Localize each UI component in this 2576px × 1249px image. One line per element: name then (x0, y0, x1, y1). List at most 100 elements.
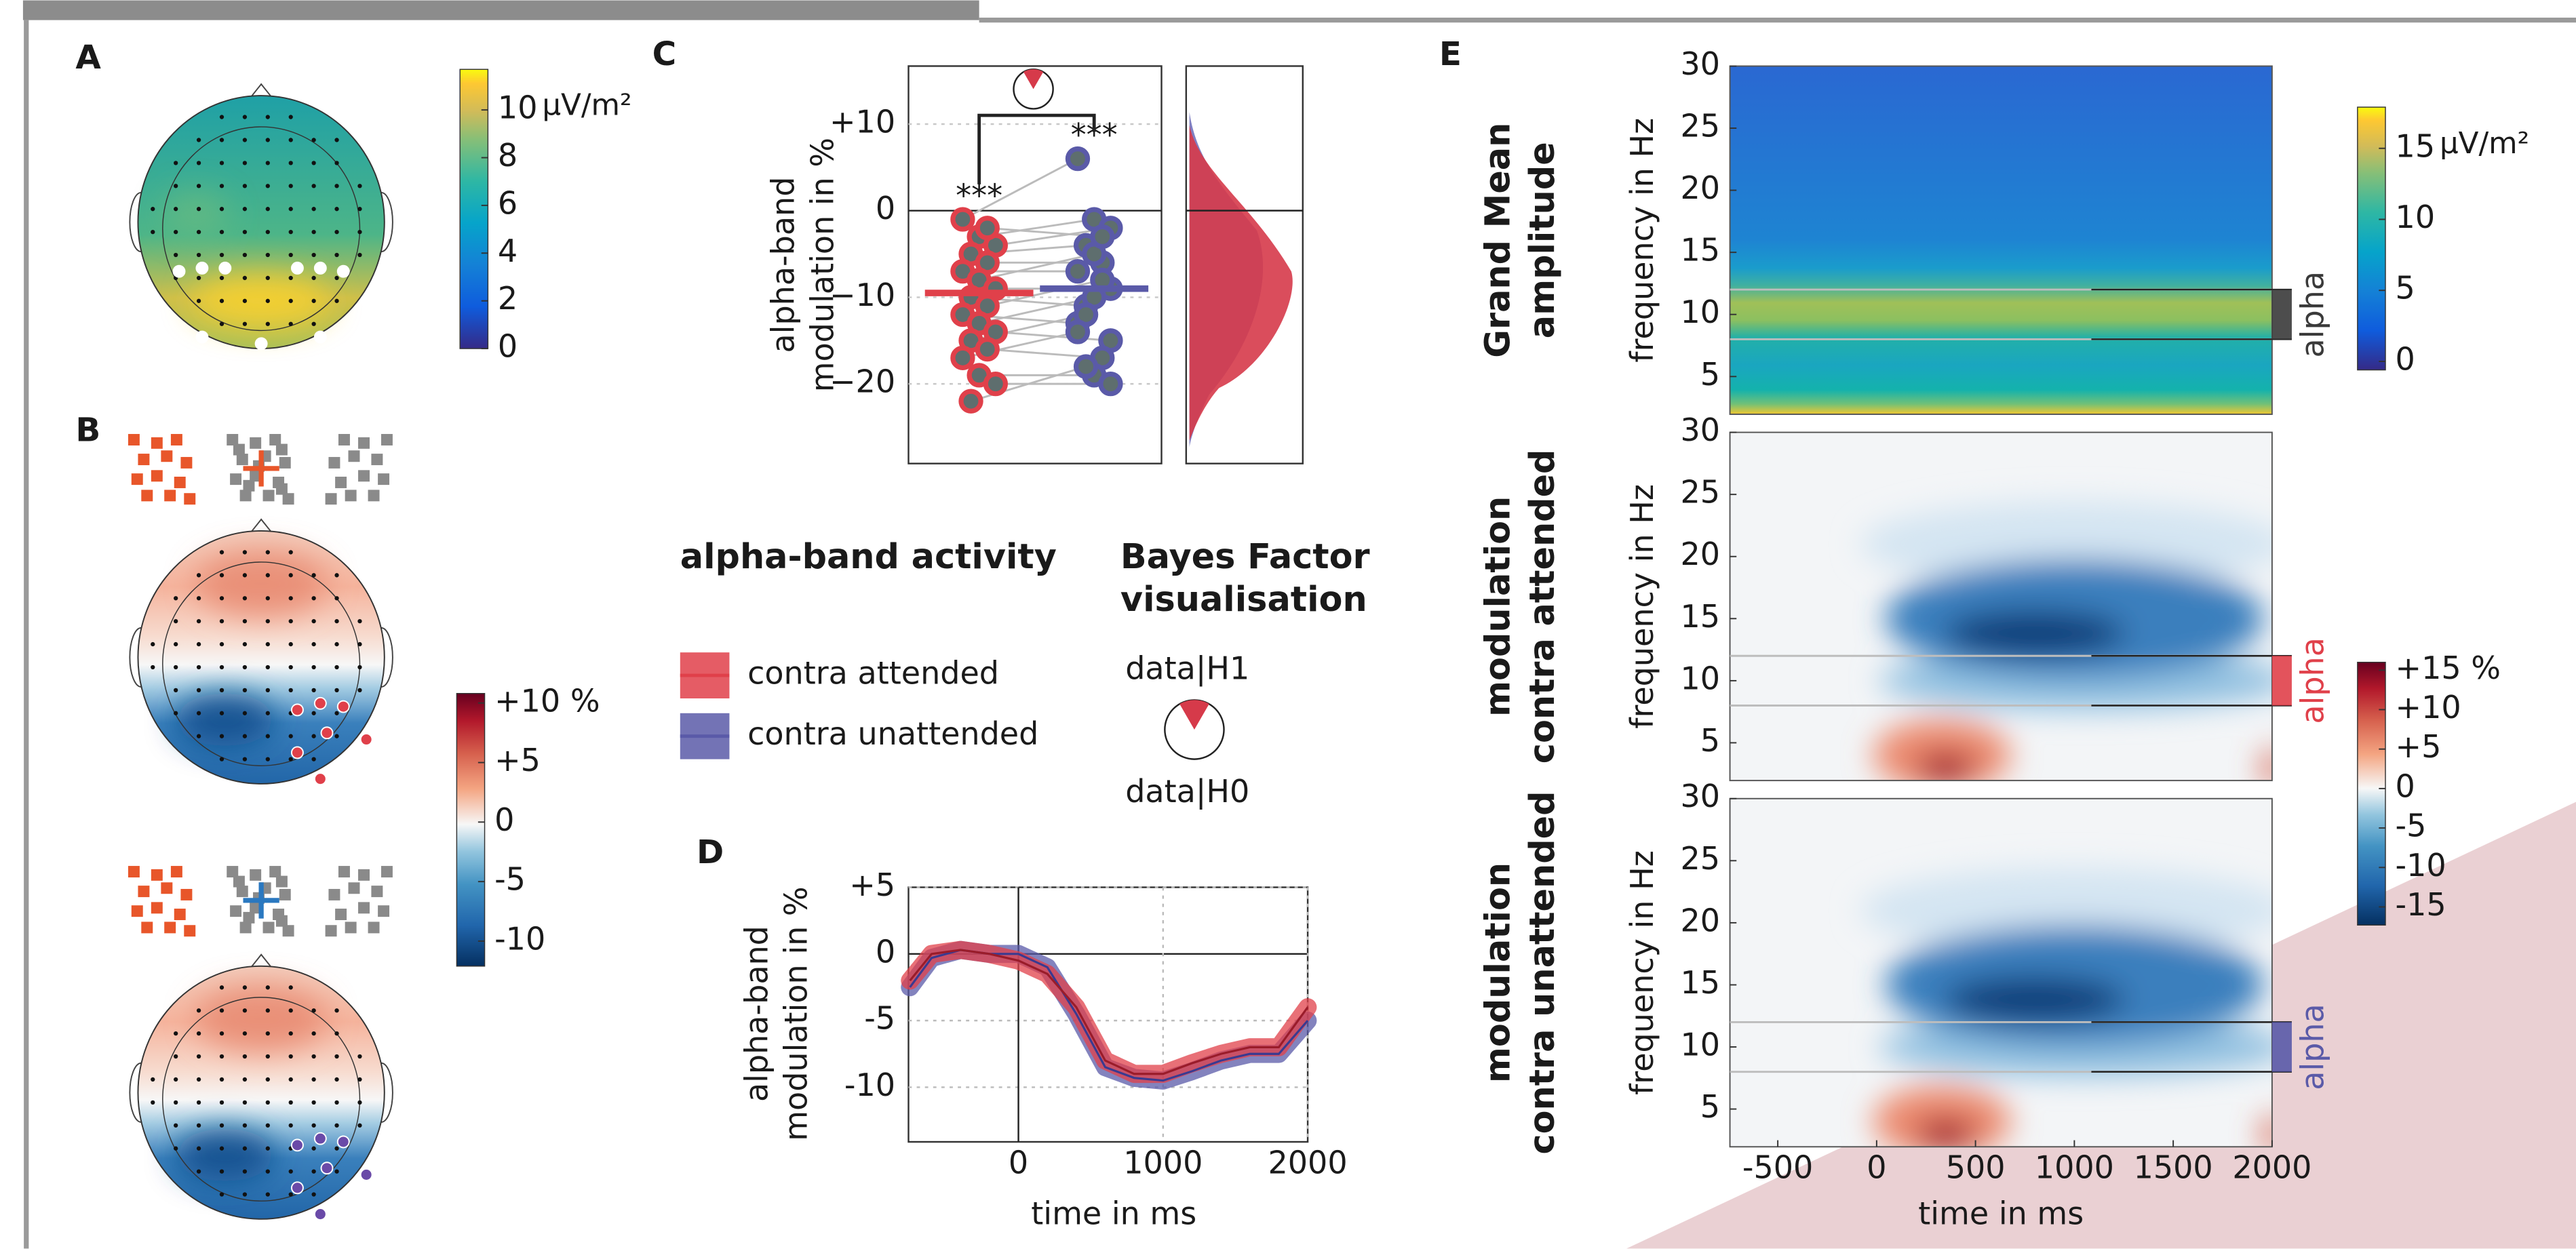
electrode (311, 596, 316, 601)
blob (1916, 753, 1976, 781)
electrode (151, 641, 155, 647)
electrode (288, 573, 293, 578)
electrode (174, 665, 178, 670)
electrode (311, 252, 316, 258)
heatmap-field (1730, 66, 2272, 414)
y-tick-label: 30 (1680, 45, 1720, 82)
electrode (219, 229, 225, 235)
electrode (219, 115, 225, 119)
electrode (196, 138, 201, 142)
stimulus-square (358, 902, 370, 914)
electrode (288, 275, 293, 281)
electrode (311, 1100, 316, 1105)
electrode (311, 619, 316, 624)
head-map (138, 966, 385, 1219)
electrode (174, 1077, 178, 1082)
electrode (219, 985, 225, 990)
electrode (265, 138, 270, 142)
electrode (242, 115, 248, 119)
y-tick-label: 5 (1700, 356, 1720, 393)
electrode (265, 1192, 270, 1197)
electrode (265, 711, 270, 715)
electrode (196, 207, 201, 212)
x-tick-label: 2000 (1268, 1144, 1348, 1181)
electrode (242, 1031, 248, 1036)
electrode (265, 207, 270, 212)
electrode (357, 1054, 362, 1059)
electrode (357, 641, 362, 647)
electrode (288, 1031, 293, 1036)
pair-line (979, 253, 1095, 281)
blob (2262, 1114, 2272, 1147)
electrode (196, 1008, 201, 1013)
electrode (242, 596, 248, 601)
electrode (242, 321, 248, 326)
stimulus-square (138, 886, 150, 898)
colorbar-tick-label: 15 (2396, 127, 2436, 164)
electrode (196, 573, 201, 578)
electrode (311, 321, 316, 326)
electrode (242, 1100, 248, 1105)
electrode (174, 207, 178, 212)
stimulus-square (131, 905, 143, 917)
colorbar-tick-label: 6 (498, 184, 518, 221)
y-tick-label: 10 (1680, 294, 1720, 330)
head-blobs (176, 985, 328, 1182)
electrode-highlight (172, 264, 186, 278)
electrode (265, 641, 270, 647)
stimulus-square (227, 434, 239, 445)
electrode (174, 229, 178, 235)
pair-line (962, 157, 1078, 220)
electrode-highlight (313, 696, 327, 710)
stimulus-square (371, 454, 383, 466)
electrode (311, 1146, 316, 1151)
electrode (334, 596, 339, 601)
electrode (311, 184, 316, 189)
stimulus-square (239, 490, 252, 502)
blob (176, 693, 275, 747)
y-tick-label: 25 (1680, 840, 1720, 877)
electrode (242, 1146, 248, 1151)
stimulus-square (275, 915, 288, 927)
x-tick-label: 1000 (2035, 1149, 2114, 1186)
panel-label: B (75, 412, 100, 450)
electrode (242, 1008, 248, 1013)
colorbar-tick-label: 4 (498, 233, 518, 269)
electrode (219, 550, 225, 555)
dot (958, 389, 983, 414)
electrode (288, 665, 293, 670)
electrode (196, 734, 201, 738)
stimulus-square (128, 866, 140, 878)
electrode (265, 298, 270, 303)
heatmap (1730, 432, 2272, 781)
electrode-highlight (336, 700, 350, 713)
electrode (334, 161, 339, 165)
colorbar (2357, 661, 2386, 926)
electrode (242, 1123, 248, 1128)
electrode (219, 641, 225, 647)
electrode-highlight (320, 1162, 334, 1175)
electrode (311, 1192, 316, 1197)
electrode (196, 1031, 201, 1036)
band-label: alpha (2294, 637, 2330, 724)
electrode-highlight (336, 264, 350, 278)
colorbar-tick-label: -10 (494, 920, 545, 957)
electrode (265, 115, 270, 119)
electrode (288, 115, 293, 119)
electrode (174, 619, 178, 624)
electrode (219, 298, 225, 303)
dot (1065, 146, 1091, 172)
colorbar-tick-label: -5 (2396, 808, 2427, 844)
blob (195, 551, 328, 616)
stimulus-square (338, 434, 350, 445)
electrode (265, 1123, 270, 1128)
dot (983, 371, 1009, 397)
electrode (242, 1077, 248, 1082)
electrode (334, 229, 339, 235)
colorbar (459, 68, 489, 349)
x-tick-label: -500 (1742, 1149, 1813, 1186)
stimulus-square (368, 921, 380, 934)
electrode (219, 252, 225, 258)
stimulus-square (325, 493, 337, 505)
band-marker (2271, 656, 2292, 706)
